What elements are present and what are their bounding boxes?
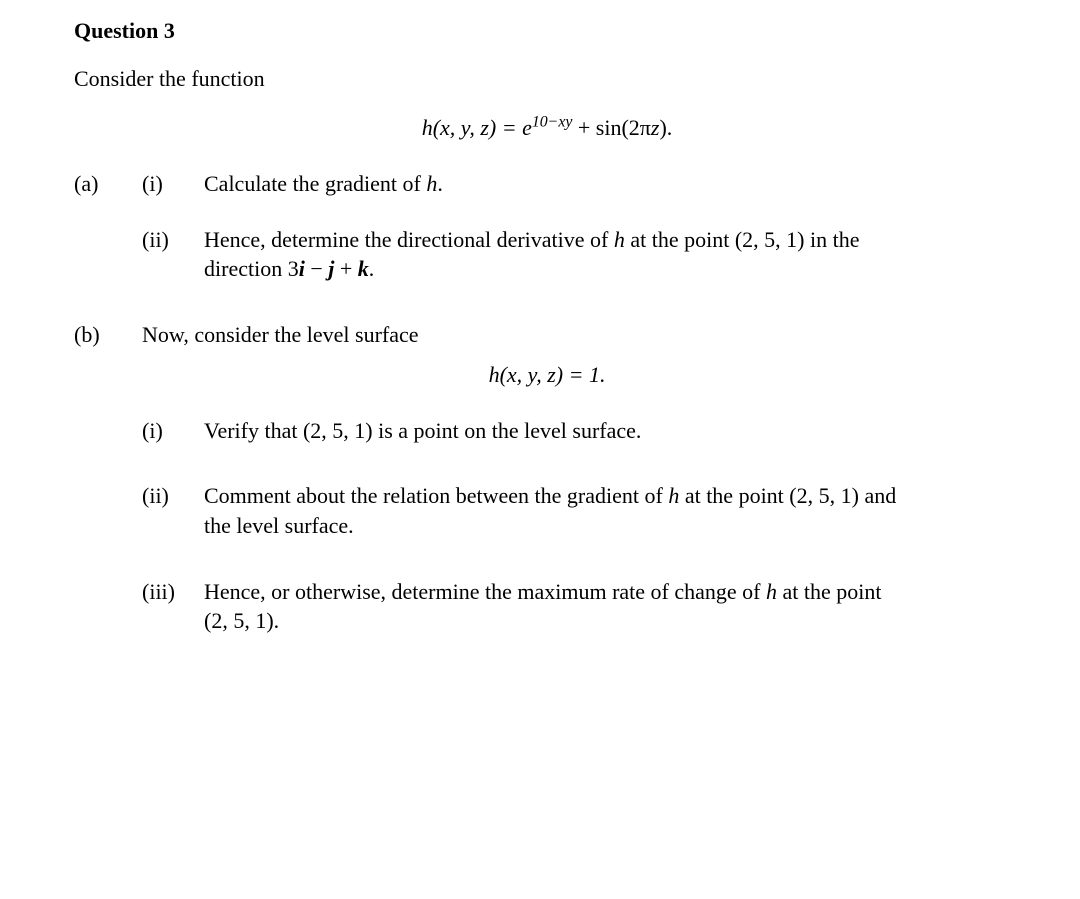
a-i-h: h — [426, 171, 437, 196]
label-a-i: (i) — [142, 169, 204, 199]
a-ii-minus: − — [305, 256, 328, 281]
b-iii-l1-pre: Hence, or otherwise, determine the maxim… — [204, 579, 766, 604]
intro-text: Consider the function — [74, 64, 1020, 94]
text-b-intro: Now, consider the level surface — [142, 320, 1020, 350]
part-a-ii-row: (ii) Hence, determine the directional de… — [74, 225, 1020, 284]
text-a-ii: Hence, determine the directional derivat… — [204, 225, 1020, 284]
b-iii-l2: (2, 5, 1). — [204, 608, 279, 633]
label-b-iii: (iii) — [142, 577, 204, 607]
a-ii-k: k — [358, 256, 369, 281]
equation-level-surface: h(x, y, z) = 1. — [74, 360, 1020, 390]
eq1-rhs2: ). — [659, 115, 672, 140]
a-ii-l1-mid: at the point (2, 5, 1) in the — [625, 227, 860, 252]
part-b-ii-row: (ii) Comment about the relation between … — [74, 481, 1020, 540]
eq2: h(x, y, z) = 1. — [489, 362, 606, 387]
question-title: Question 3 — [74, 16, 1020, 46]
eq1-sup: 10−xy — [532, 114, 573, 131]
part-a-i-row: (a) (i) Calculate the gradient of h. — [74, 169, 1020, 199]
a-ii-plus: + — [334, 256, 357, 281]
label-a: (a) — [74, 169, 142, 199]
a-ii-h: h — [614, 227, 625, 252]
b-iii-l1-post: at the point — [777, 579, 881, 604]
b-ii-h: h — [668, 483, 679, 508]
text-a-i: Calculate the gradient of h. — [204, 169, 1020, 199]
part-b-intro-row: (b) Now, consider the level surface — [74, 320, 1020, 350]
a-i-post: . — [437, 171, 443, 196]
label-a-ii: (ii) — [142, 225, 204, 255]
b-ii-l1-post: at the point (2, 5, 1) and — [679, 483, 896, 508]
part-b-iii-row: (iii) Hence, or otherwise, determine the… — [74, 577, 1020, 636]
eq1-rhs1: + sin(2π — [572, 115, 651, 140]
page: Question 3 Consider the function h(x, y,… — [0, 0, 1080, 636]
a-ii-l1-pre: Hence, determine the directional derivat… — [204, 227, 614, 252]
eq1-lhs: h(x, y, z) = e — [422, 115, 532, 140]
text-b-ii: Comment about the relation between the g… — [204, 481, 1020, 540]
a-ii-l2-pre: direction 3 — [204, 256, 299, 281]
b-ii-l2: the level surface. — [204, 513, 354, 538]
equation-h-def: h(x, y, z) = e10−xy + sin(2πz). — [74, 113, 1020, 143]
label-b-i: (i) — [142, 416, 204, 446]
b-iii-h: h — [766, 579, 777, 604]
text-b-i: Verify that (2, 5, 1) is a point on the … — [204, 416, 1020, 446]
part-b-i-row: (i) Verify that (2, 5, 1) is a point on … — [74, 416, 1020, 446]
text-b-iii: Hence, or otherwise, determine the maxim… — [204, 577, 1020, 636]
label-b: (b) — [74, 320, 142, 350]
a-i-pre: Calculate the gradient of — [204, 171, 426, 196]
b-ii-l1-pre: Comment about the relation between the g… — [204, 483, 668, 508]
label-b-ii: (ii) — [142, 481, 204, 511]
a-ii-l2-post: . — [369, 256, 375, 281]
